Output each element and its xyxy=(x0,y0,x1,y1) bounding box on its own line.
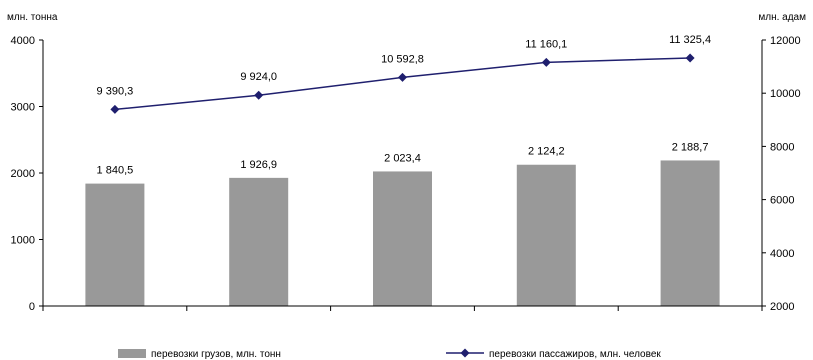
line-marker xyxy=(685,53,695,63)
legend: перевозки грузов, млн. тонн перевозки па… xyxy=(118,348,661,360)
line-data-label: 11 325,4 xyxy=(669,34,711,46)
right-axis-tick-label: 12000 xyxy=(770,35,801,47)
bar xyxy=(660,160,720,306)
right-axis-tick-label: 8000 xyxy=(770,141,794,153)
right-axis-tick-label: 2000 xyxy=(770,301,794,313)
line-marker xyxy=(254,90,264,100)
left-axis-tick-label: 4000 xyxy=(11,35,35,47)
legend-label-passengers: перевозки пассажиров, млн. человек xyxy=(489,349,661,360)
legend-marker-passengers xyxy=(460,348,470,358)
left-axis-tick-label: 3000 xyxy=(11,102,35,114)
line-data-label: 10 592,8 xyxy=(381,53,424,65)
left-axis-unit: млн. тонна xyxy=(7,12,58,23)
bar-data-label: 2 124,2 xyxy=(528,146,565,158)
bar-data-label: 1 840,5 xyxy=(97,165,134,177)
right-axis-tick-label: 4000 xyxy=(770,248,794,260)
bar-series-freight: 1 840,5 1 926,9 2 023,4 2 124,2 2 188,7 xyxy=(85,141,720,306)
bar-data-label: 1 926,9 xyxy=(240,159,277,171)
axes: 0 1000 2000 3000 4000 2000 4000 6000 8000 10000 12… xyxy=(11,35,801,313)
right-axis-tick-label: 10000 xyxy=(770,88,801,100)
left-axis-tick-label: 0 xyxy=(29,301,35,313)
line-data-label: 9 924,0 xyxy=(240,71,277,83)
left-axis-tick-label: 1000 xyxy=(11,235,35,247)
line-data-label: 11 160,1 xyxy=(525,38,567,50)
line-marker xyxy=(110,104,120,114)
line-data-label: 9 390,3 xyxy=(97,85,134,97)
line-marker xyxy=(541,57,551,67)
right-axis-unit: млн. адам xyxy=(758,12,806,23)
legend-swatch-freight xyxy=(118,349,146,358)
line-path xyxy=(114,57,691,111)
right-axis-tick-label: 6000 xyxy=(770,195,794,207)
bar xyxy=(85,183,145,306)
bar xyxy=(229,177,289,306)
line-series-passengers: 9 390,3 9 924,0 10 592,8 11 160,1 11 325,4 xyxy=(97,34,711,114)
left-axis-tick-label: 2000 xyxy=(11,168,35,180)
bar xyxy=(373,171,432,306)
line-marker xyxy=(398,72,407,82)
bar xyxy=(516,164,576,306)
bar-data-label: 2 023,4 xyxy=(384,152,421,164)
bar-data-label: 2 188,7 xyxy=(672,141,709,153)
legend-label-freight: перевозки грузов, млн. тонн xyxy=(151,349,281,360)
